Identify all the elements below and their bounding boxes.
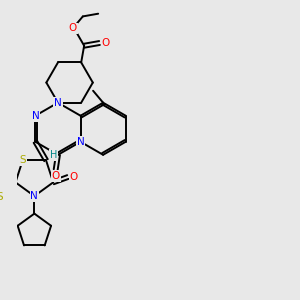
- Text: S: S: [20, 155, 26, 165]
- Text: O: O: [69, 23, 77, 33]
- Text: O: O: [69, 172, 78, 182]
- Text: N: N: [31, 191, 38, 201]
- Text: N: N: [32, 111, 39, 121]
- Text: O: O: [52, 171, 60, 181]
- Text: O: O: [102, 38, 110, 48]
- Text: H: H: [50, 150, 58, 160]
- Text: N: N: [54, 98, 62, 108]
- Text: S: S: [0, 192, 3, 202]
- Text: N: N: [77, 137, 84, 147]
